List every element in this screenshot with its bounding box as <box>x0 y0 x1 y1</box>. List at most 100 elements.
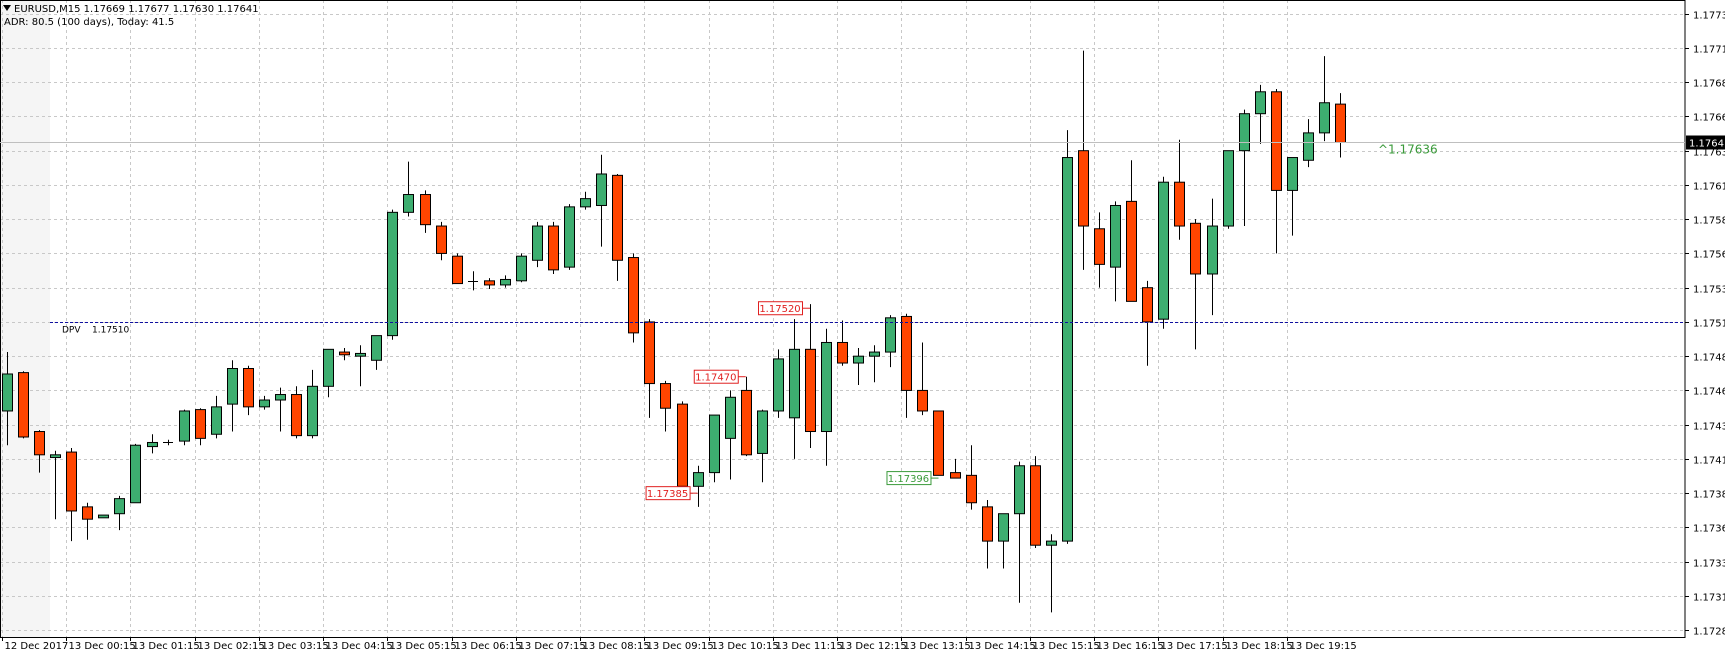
candle <box>628 253 639 343</box>
y-tick-label: 1.17510 <box>1693 319 1725 330</box>
candle-body <box>1126 200 1137 302</box>
x-tick-label: 13 Dec 16:15 <box>1097 641 1164 652</box>
y-tick-label: 1.17310 <box>1693 593 1725 604</box>
candle-body <box>291 394 302 437</box>
candle <box>179 409 190 446</box>
candle <box>243 365 254 416</box>
price-label-text: 1.17385 <box>647 489 688 500</box>
candle <box>580 191 591 210</box>
x-tick-label: 13 Dec 08:15 <box>583 641 650 652</box>
candle-body <box>805 348 816 433</box>
y-tick-label: 1.17735 <box>1693 11 1725 22</box>
candle <box>644 319 655 418</box>
current-price-tag <box>1686 135 1725 150</box>
x-tick-label: 13 Dec 04:15 <box>326 641 393 652</box>
candle-body <box>1014 465 1025 515</box>
y-tick-label: 1.17435 <box>1693 422 1725 433</box>
candle-body <box>564 206 575 268</box>
candle <box>950 458 961 479</box>
candle <box>741 376 752 457</box>
candle <box>837 320 848 366</box>
y-tick-label: 1.17610 <box>1693 182 1725 193</box>
candle <box>420 190 431 233</box>
candle-body <box>1239 113 1250 152</box>
y-tick-label: 1.17635 <box>1693 148 1725 159</box>
candle <box>660 380 671 432</box>
x-tick-label: 13 Dec 19:15 <box>1290 641 1357 652</box>
candle-body <box>1110 204 1121 268</box>
candle-body <box>114 498 125 515</box>
y-tick-label: 1.17685 <box>1693 79 1725 90</box>
y-tick-label: 1.17585 <box>1693 216 1725 227</box>
x-tick-label: 13 Dec 13:15 <box>904 641 971 652</box>
candle <box>227 360 238 432</box>
x-tick-label: 13 Dec 02:15 <box>198 641 265 652</box>
candle <box>966 445 977 510</box>
candle-body <box>580 198 591 208</box>
candle-body <box>420 194 431 226</box>
candle <box>323 348 334 398</box>
candle-body <box>98 514 109 519</box>
candle-body <box>275 394 286 401</box>
x-tick-label: 13 Dec 03:15 <box>262 641 329 652</box>
candle <box>1255 84 1266 144</box>
candle-body <box>1094 228 1105 265</box>
candle <box>998 513 1009 569</box>
y-tick-label: 1.17535 <box>1693 285 1725 296</box>
candle-body <box>644 321 655 385</box>
candle-body <box>1142 287 1153 323</box>
candle <box>1126 160 1137 302</box>
candle <box>516 253 527 283</box>
overlays-layer: DPV 1.17510 1.17520 1.17470 1.17385 1.17396 ^1… <box>0 142 1685 501</box>
candle <box>275 387 286 432</box>
candle <box>1142 280 1153 366</box>
candle-body <box>1271 91 1282 191</box>
price-label-text: 1.17396 <box>888 474 929 485</box>
candle-body <box>1287 157 1298 191</box>
candle <box>933 410 944 476</box>
candle <box>821 328 832 466</box>
candle <box>532 221 543 268</box>
candle-body <box>66 451 77 512</box>
candle-body <box>307 385 318 437</box>
candle-body <box>436 225 447 254</box>
candle <box>1271 89 1282 254</box>
candle <box>387 209 398 340</box>
candle-body <box>1046 540 1057 546</box>
candle-body <box>1207 225 1218 275</box>
candle-body <box>82 506 93 520</box>
candle <box>1207 198 1218 316</box>
candle-body <box>709 414 720 474</box>
candle-body <box>1255 91 1266 115</box>
y-tick-label: 1.17710 <box>1693 45 1725 56</box>
candle <box>1014 461 1025 603</box>
dpv-value: 1.17510 <box>92 326 129 336</box>
candle-body <box>1335 103 1346 143</box>
candle <box>291 386 302 439</box>
x-tick-label: 13 Dec 06:15 <box>455 641 522 652</box>
candle-body <box>532 225 543 261</box>
y-tick-label: 1.17285 <box>1693 627 1725 638</box>
x-tick-label: 13 Dec 10:15 <box>712 641 779 652</box>
candle-body <box>548 225 559 271</box>
y-tick-label: 1.17560 <box>1693 250 1725 261</box>
candle-body <box>1158 181 1169 320</box>
candle <box>1110 201 1121 302</box>
candle-body <box>933 410 944 476</box>
candle <box>18 371 29 439</box>
price-label: 1.17470 <box>693 369 746 384</box>
candle-body <box>917 389 928 412</box>
dpv-label: DPV <box>62 326 81 336</box>
candle-body <box>211 406 222 435</box>
candle-body <box>725 396 736 439</box>
candle <box>1190 219 1201 350</box>
candle-body <box>387 211 398 337</box>
x-tick-label: 13 Dec 01:15 <box>133 641 200 652</box>
price-label: 1.17385 <box>645 486 698 501</box>
candle-body <box>757 410 768 454</box>
candle-body <box>516 255 527 282</box>
y-tick-label: 1.17660 <box>1693 113 1725 124</box>
grid-lines <box>0 0 1686 638</box>
